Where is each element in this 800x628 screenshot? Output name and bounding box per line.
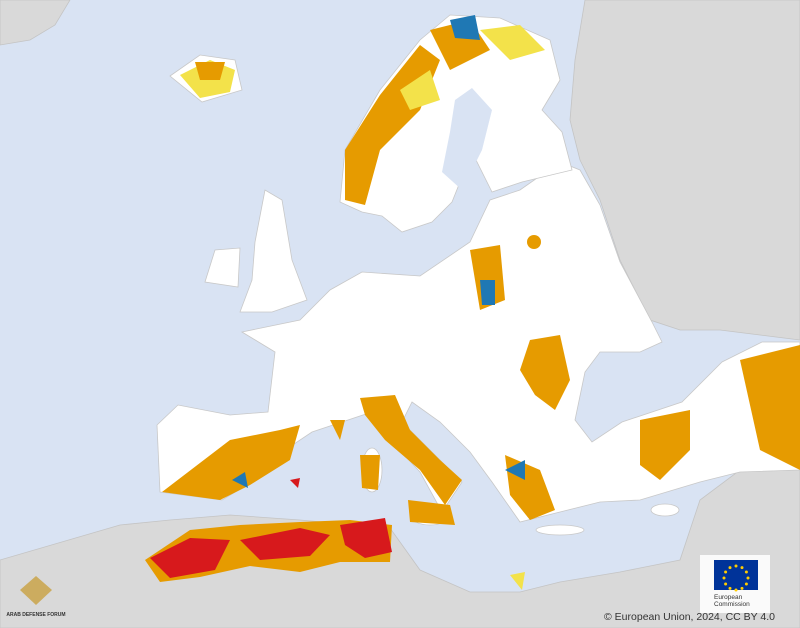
logo-line2: Commission — [714, 601, 750, 608]
cyprus — [650, 503, 680, 517]
maghreb-patch-red — [240, 528, 330, 560]
maghreb-patch-red — [150, 538, 230, 578]
flag-stars — [722, 564, 750, 592]
attribution: © European Union, 2024, CC BY 4.0 — [604, 611, 775, 623]
watermark-title: ARAB DEFENSE FORUM — [6, 612, 65, 618]
ec-logo: European Commission — [700, 555, 770, 613]
crete — [535, 524, 585, 536]
patches — [162, 15, 800, 590]
watermark-emblem — [20, 576, 52, 605]
watermark: ARAB DEFENSE FORUM — [6, 576, 66, 618]
logo-line1: European — [714, 594, 743, 601]
greenland — [0, 0, 71, 46]
gulf-of-bothnia — [442, 88, 492, 190]
tunisia-patch-red — [340, 518, 392, 558]
ireland — [204, 247, 241, 288]
great-britain — [239, 189, 308, 313]
